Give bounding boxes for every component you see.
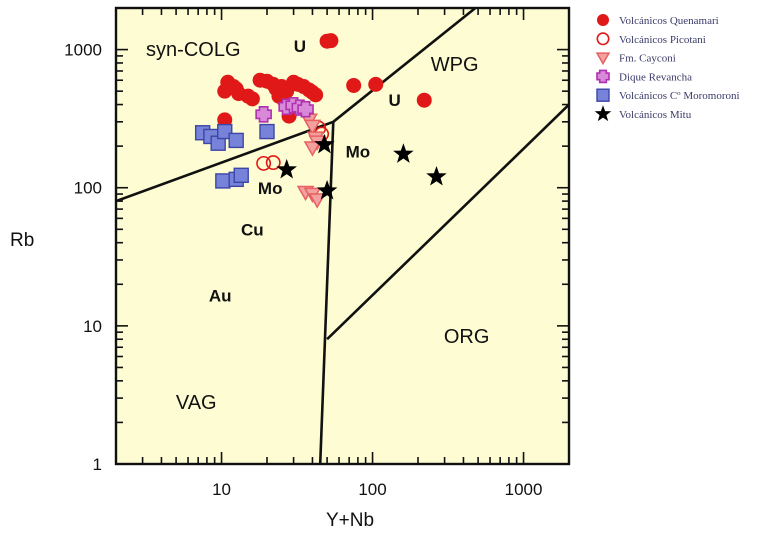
data-point <box>393 143 414 163</box>
series-2 <box>296 113 326 209</box>
legend-marker <box>597 14 609 26</box>
data-point <box>346 77 362 93</box>
plot-frame <box>114 6 571 466</box>
data-point <box>228 132 244 149</box>
data-point <box>368 76 384 92</box>
series-0 <box>217 33 432 128</box>
ore-deposit-label: Mo <box>346 143 371 162</box>
legend-marker <box>596 32 610 46</box>
ore-deposit-label: Au <box>209 287 232 306</box>
ore-deposit-label: U <box>388 91 400 110</box>
x-tick-label: 1000 <box>505 480 543 499</box>
ore-deposit-label: Cu <box>241 221 264 240</box>
x-axis-label: Y+Nb <box>326 510 374 531</box>
y-tick-label: 1000 <box>64 41 102 60</box>
data-point <box>416 92 432 108</box>
data-point <box>303 141 322 157</box>
series-4 <box>194 123 275 189</box>
series-5 <box>276 133 447 200</box>
legend-entry-label: Volcánicos Picotani <box>619 34 706 46</box>
field-label: syn-COLG <box>146 39 240 61</box>
legend-entry-label: Dique Revancha <box>619 71 692 83</box>
field-label: WPG <box>431 54 479 76</box>
data-point <box>244 91 260 107</box>
field-label: VAG <box>176 392 217 414</box>
data-point <box>259 123 275 140</box>
boundary-line-2 <box>318 121 335 464</box>
data-point <box>233 167 249 184</box>
data-point <box>265 155 281 171</box>
legend: Volcánicos Quenamari Volcánicos Picotani F… <box>594 14 740 122</box>
data-point <box>255 106 272 123</box>
legend-entry-label: Volcánicos Mitu <box>619 109 692 121</box>
legend-entry-label: Volcánicos Quenamari <box>619 15 719 27</box>
y-axis-label: Rb <box>10 230 34 251</box>
plot-background <box>116 8 569 464</box>
legend-marker <box>594 105 612 122</box>
data-point <box>215 173 231 189</box>
data-point <box>323 33 339 49</box>
x-tick-label: 10 <box>212 480 231 499</box>
field-boundaries <box>116 8 569 464</box>
y-tick-label: 1 <box>93 455 102 474</box>
data-point <box>308 193 326 209</box>
data-point <box>256 155 272 171</box>
data-point <box>303 119 322 135</box>
legend-entry-label: Fm. Cayconi <box>619 53 676 65</box>
legend-marker <box>596 88 610 102</box>
legend-marker <box>596 69 610 84</box>
data-point <box>217 112 233 128</box>
boundary-line-3 <box>326 103 569 341</box>
field-label: ORG <box>444 326 490 348</box>
data-point <box>217 123 233 140</box>
data-point <box>314 133 335 154</box>
y-tick-label: 100 <box>74 179 102 198</box>
data-point <box>426 166 447 186</box>
y-tick-label: 10 <box>83 317 102 336</box>
data-point <box>276 158 297 179</box>
ore-deposit-label: Mo <box>258 179 283 198</box>
legend-entry-label: Volcánicos Cº Moromoroni <box>619 90 740 102</box>
data-point <box>308 87 324 103</box>
axis-ticks <box>115 7 570 465</box>
legend-marker <box>595 52 611 66</box>
series-3 <box>255 97 314 123</box>
data-point <box>297 100 314 118</box>
x-tick-label: 100 <box>358 480 386 499</box>
data-point <box>316 180 338 200</box>
ore-deposit-label: U <box>294 37 306 56</box>
